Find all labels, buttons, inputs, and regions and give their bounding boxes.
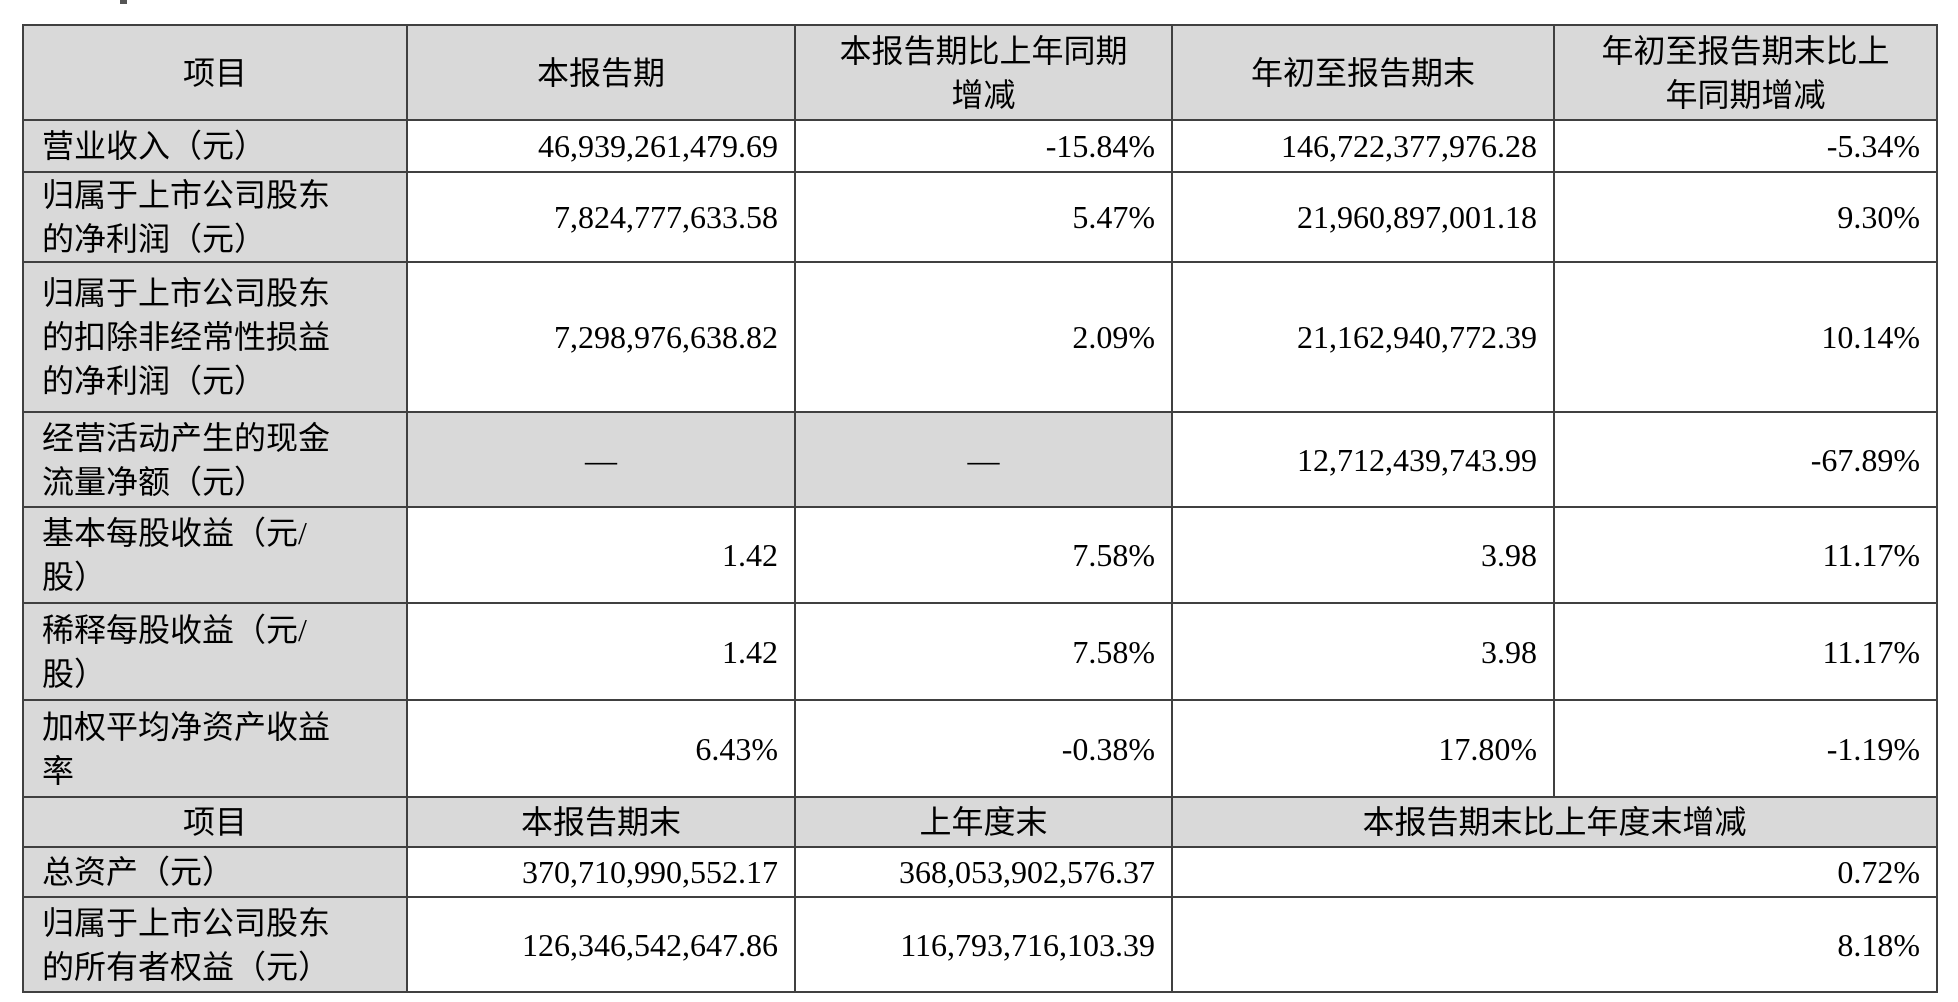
item-label: 稀释每股收益（元/ 股） [22,602,408,701]
value-period-end: 370,710,990,552.17 [406,846,796,898]
header2-change-vs-prev-year-end: 本报告期末比上年度末增减 [1171,796,1938,848]
row-revenue: 营业收入（元） 46,939,261,479.69 -15.84% 146,72… [22,119,1938,173]
item-label: 总资产（元） [22,846,408,898]
value-ytd-yoy: 11.17% [1553,506,1938,604]
key-financials-table: 项目 本报告期 本报告期比上年同期 增减 年初至报告期末 年初至报告期末比上 年… [22,24,1938,993]
value-current: 46,939,261,479.69 [406,119,796,173]
item-label: 归属于上市公司股东 的所有者权益（元） [22,896,408,993]
item-label: 加权平均净资产收益 率 [22,699,408,798]
row-diluted-eps: 稀释每股收益（元/ 股） 1.42 7.58% 3.98 11.17% [22,602,1938,701]
value-ytd: 17.80% [1171,699,1555,798]
value-current: 7,824,777,633.58 [406,171,796,263]
row-net-profit-excl-nonrecurring: 归属于上市公司股东 的扣除非经常性损益 的净利润（元） 7,298,976,63… [22,261,1938,413]
item-label: 基本每股收益（元/ 股） [22,506,408,604]
value-change: 0.72% [1171,846,1938,898]
header-item: 项目 [22,24,408,121]
value-ytd-yoy: -5.34% [1553,119,1938,173]
value-ytd-yoy: 11.17% [1553,602,1938,701]
item-label: 经营活动产生的现金 流量净额（元） [22,411,408,508]
value-yoy: 2.09% [794,261,1173,413]
value-current-dash: — [406,411,796,508]
row-equity-attributable: 归属于上市公司股东 的所有者权益（元） 126,346,542,647.86 1… [22,896,1938,993]
row-header-period: 项目 本报告期 本报告期比上年同期 增减 年初至报告期末 年初至报告期末比上 年… [22,24,1938,121]
value-yoy: -0.38% [794,699,1173,798]
value-yoy: 5.47% [794,171,1173,263]
row-operating-cash-flow: 经营活动产生的现金 流量净额（元） — — 12,712,439,743.99 … [22,411,1938,508]
value-change: 8.18% [1171,896,1938,993]
row-weighted-avg-roe: 加权平均净资产收益 率 6.43% -0.38% 17.80% -1.19% [22,699,1938,798]
row-basic-eps: 基本每股收益（元/ 股） 1.42 7.58% 3.98 11.17% [22,506,1938,604]
value-ytd-yoy: 10.14% [1553,261,1938,413]
value-yoy: 7.58% [794,602,1173,701]
value-current: 1.42 [406,602,796,701]
value-yoy: 7.58% [794,506,1173,604]
value-ytd-yoy: -67.89% [1553,411,1938,508]
row-header-yearend: 项目 本报告期末 上年度末 本报告期末比上年度末增减 [22,796,1938,848]
value-prev-year-end: 368,053,902,576.37 [794,846,1173,898]
item-label: 归属于上市公司股东 的净利润（元） [22,171,408,263]
value-ytd: 21,960,897,001.18 [1171,171,1555,263]
header2-item: 项目 [22,796,408,848]
value-yoy: -15.84% [794,119,1173,173]
item-label: 归属于上市公司股东 的扣除非经常性损益 的净利润（元） [22,261,408,413]
value-ytd: 3.98 [1171,506,1555,604]
item-label: 营业收入（元） [22,119,408,173]
header-yoy-change: 本报告期比上年同期 增减 [794,24,1173,121]
header-ytd: 年初至报告期末 [1171,24,1555,121]
value-current: 1.42 [406,506,796,604]
header2-period-end: 本报告期末 [406,796,796,848]
value-ytd: 146,722,377,976.28 [1171,119,1555,173]
row-net-profit: 归属于上市公司股东 的净利润（元） 7,824,777,633.58 5.47%… [22,171,1938,263]
row-total-assets: 总资产（元） 370,710,990,552.17 368,053,902,57… [22,846,1938,898]
value-ytd: 12,712,439,743.99 [1171,411,1555,508]
value-ytd: 3.98 [1171,602,1555,701]
value-current: 7,298,976,638.82 [406,261,796,413]
header-current-period: 本报告期 [406,24,796,121]
value-ytd-yoy: -1.19% [1553,699,1938,798]
header2-prev-year-end: 上年度末 [794,796,1173,848]
value-current: 6.43% [406,699,796,798]
header-ytd-yoy-change: 年初至报告期末比上 年同期增减 [1553,24,1938,121]
cropped-text-fragment [120,0,127,4]
value-period-end: 126,346,542,647.86 [406,896,796,993]
value-yoy-dash: — [794,411,1173,508]
value-ytd-yoy: 9.30% [1553,171,1938,263]
value-ytd: 21,162,940,772.39 [1171,261,1555,413]
value-prev-year-end: 116,793,716,103.39 [794,896,1173,993]
